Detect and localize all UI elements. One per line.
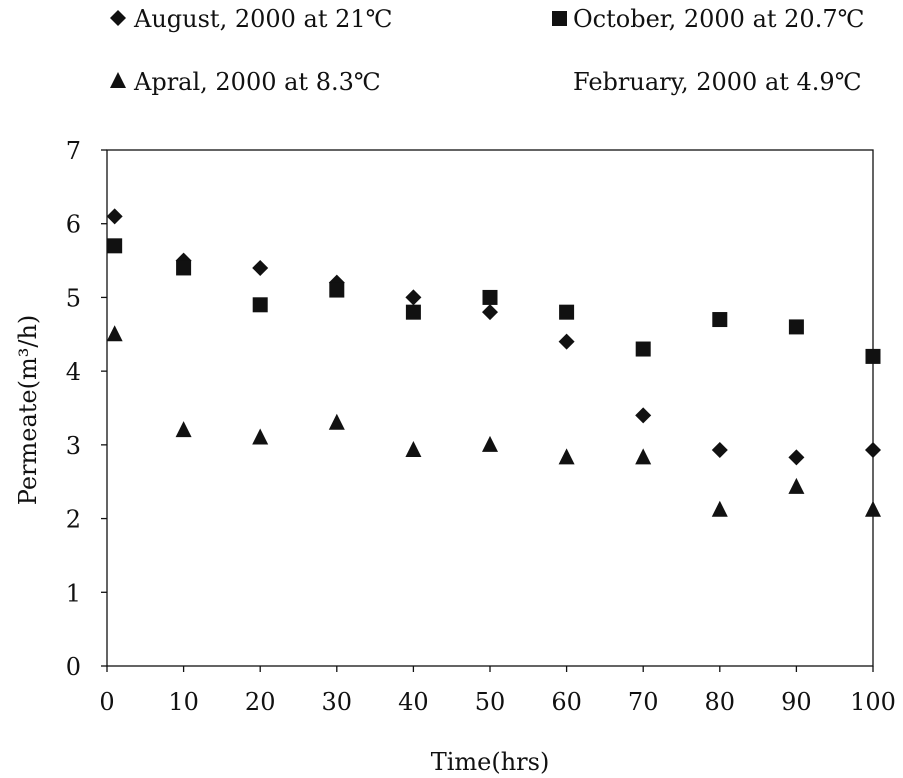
y-tick-label: 5 — [66, 284, 81, 312]
data-point-square — [482, 289, 498, 305]
y-tick-label: 0 — [66, 653, 81, 681]
data-point-square — [712, 312, 728, 328]
data-point-square — [559, 304, 575, 320]
y-tick-label: 3 — [66, 432, 81, 460]
data-point-triangle — [788, 477, 805, 494]
x-tick-label: 10 — [168, 688, 199, 716]
data-point-square — [405, 304, 421, 320]
x-tick-label: 0 — [99, 688, 114, 716]
data-point-triangle — [252, 428, 269, 445]
y-tick-label: 1 — [66, 579, 81, 607]
data-point-diamond — [788, 449, 805, 466]
data-point-diamond — [405, 289, 422, 306]
data-point-diamond — [635, 407, 652, 424]
data-marks — [106, 208, 881, 517]
data-point-triangle — [558, 448, 575, 465]
legend-label: February, 2000 at 4.9℃ — [573, 68, 862, 96]
legend-item-august: August, 2000 at 21℃ — [110, 5, 393, 33]
data-point-diamond — [865, 442, 881, 459]
legend-label: Apral, 2000 at 8.3℃ — [133, 68, 381, 96]
y-tick-label: 6 — [66, 211, 81, 239]
data-point-square — [252, 297, 268, 313]
data-point-triangle — [175, 421, 192, 438]
legend: August, 2000 at 21℃ October, 2000 at 20.… — [110, 5, 864, 96]
x-tick-label: 60 — [551, 688, 582, 716]
x-tick-label: 20 — [245, 688, 276, 716]
diamond-marker-icon — [110, 10, 126, 26]
data-point-triangle — [635, 448, 652, 465]
legend-item-february: February, 2000 at 4.9℃ — [573, 68, 862, 96]
data-point-triangle — [711, 500, 728, 517]
legend-label: August, 2000 at 21℃ — [133, 5, 393, 33]
legend-item-apral: Apral, 2000 at 8.3℃ — [110, 68, 381, 96]
x-tick-label: 30 — [322, 688, 353, 716]
square-marker-icon — [552, 11, 567, 26]
legend-item-october: October, 2000 at 20.7℃ — [552, 5, 864, 33]
data-point-diamond — [252, 259, 269, 276]
y-tick-label: 7 — [66, 137, 81, 165]
triangle-marker-icon — [110, 72, 126, 88]
data-point-square — [107, 238, 123, 254]
data-point-diamond — [106, 208, 123, 225]
data-point-triangle — [328, 413, 345, 430]
data-point-triangle — [865, 500, 881, 517]
data-point-triangle — [405, 441, 422, 458]
x-tick-label: 90 — [781, 688, 812, 716]
x-axis-label: Time(hrs) — [431, 748, 550, 776]
data-point-triangle — [106, 325, 123, 342]
data-point-square — [865, 348, 881, 364]
data-point-square — [176, 260, 192, 276]
x-axis: 0 10 20 30 40 50 60 70 80 90 100 — [99, 666, 896, 716]
data-point-triangle — [482, 435, 498, 452]
data-point-diamond — [482, 304, 498, 321]
data-point-diamond — [711, 442, 728, 459]
x-tick-label: 40 — [398, 688, 429, 716]
data-point-square — [635, 341, 651, 357]
x-tick-label: 80 — [705, 688, 736, 716]
data-point-square — [329, 282, 345, 298]
data-point-square — [788, 319, 804, 335]
x-tick-label: 50 — [475, 688, 506, 716]
y-axis-label: Permeate(m³/h) — [14, 315, 42, 506]
legend-label: October, 2000 at 20.7℃ — [573, 5, 864, 33]
data-point-diamond — [558, 333, 575, 350]
y-tick-label: 2 — [66, 506, 81, 534]
y-axis: 0 1 2 3 4 5 6 7 — [66, 137, 107, 681]
x-tick-label: 70 — [628, 688, 659, 716]
plot-area — [106, 149, 874, 667]
y-tick-label: 4 — [66, 358, 81, 386]
x-tick-label: 100 — [850, 688, 896, 716]
